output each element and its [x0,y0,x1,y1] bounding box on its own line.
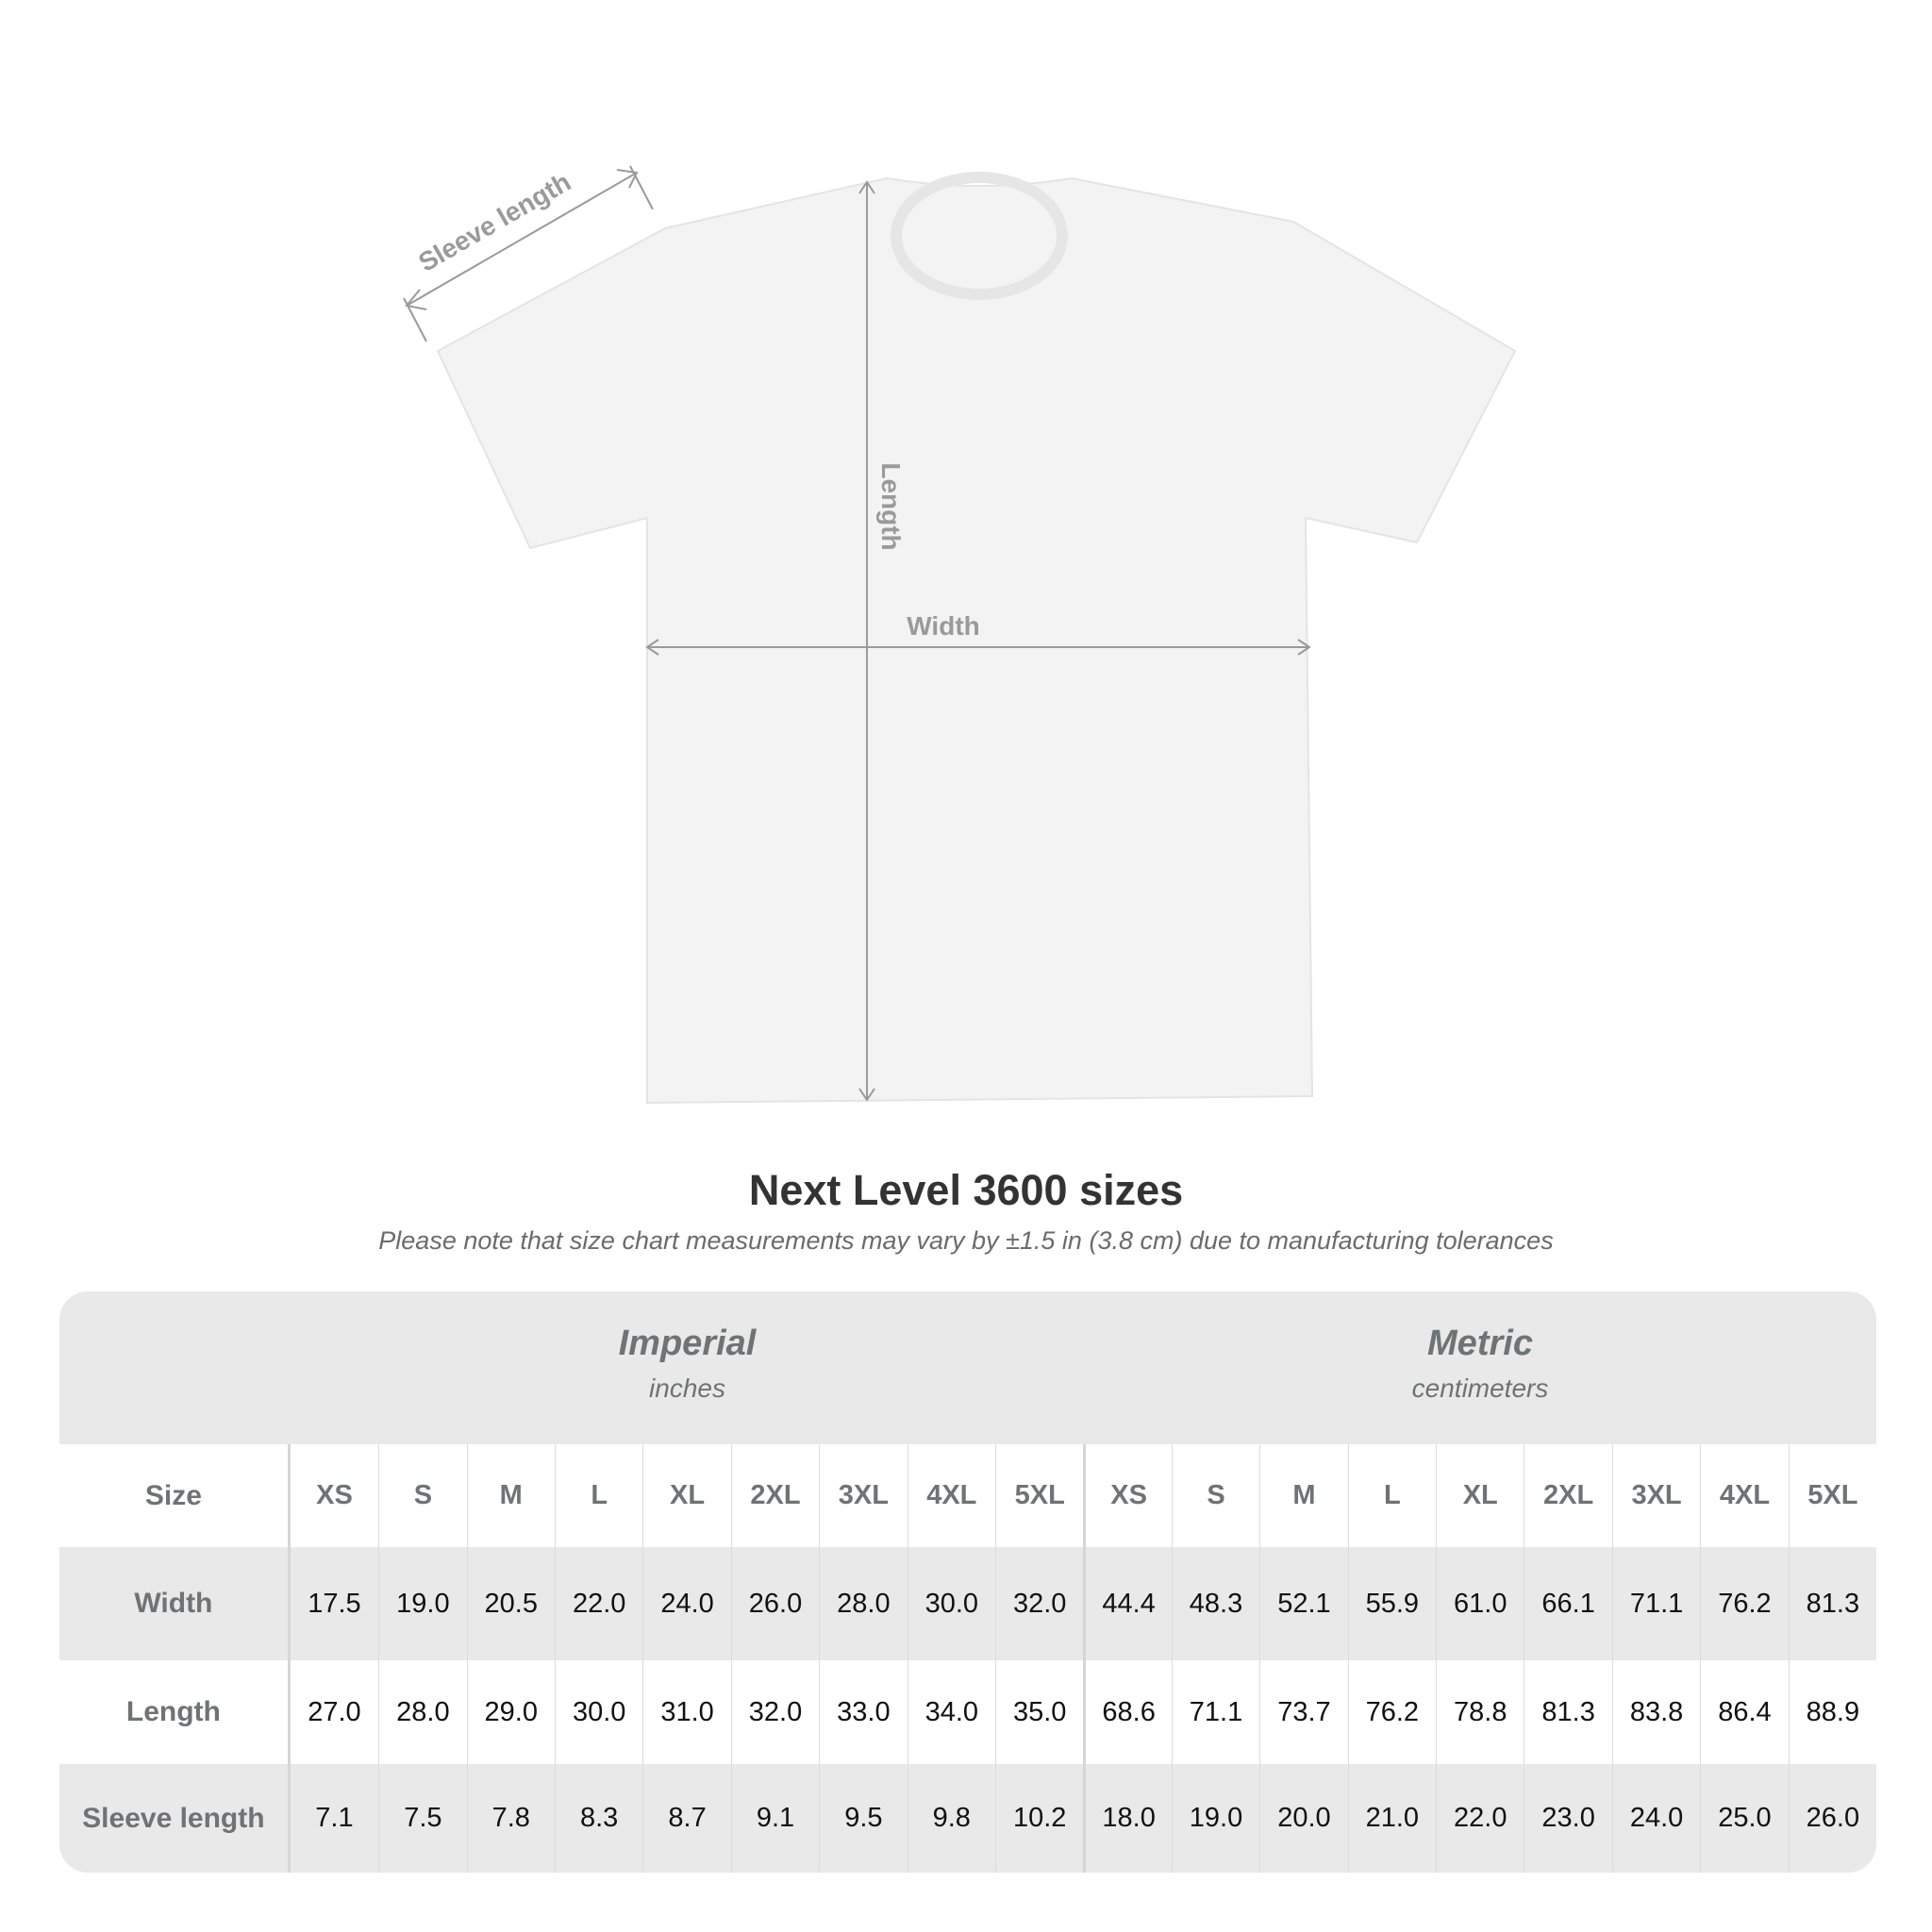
metric-value-cell: 73.7 [1259,1660,1347,1764]
metric-value-cell: 61.0 [1436,1547,1524,1660]
row-label: Sleeve length [59,1764,291,1873]
imperial-value-cell: 7.5 [378,1764,466,1873]
size-header-cell: L [1347,1444,1436,1547]
metric-value-cell: 44.4 [1083,1547,1171,1660]
metric-value-cell: 71.1 [1171,1660,1259,1764]
table-row: Length 27.0 28.0 29.0 30.0 31.0 32.0 33.0 34.0 35… [59,1660,1876,1764]
imperial-value-cell: 28.0 [378,1660,466,1764]
metric-value-cell: 68.6 [1083,1660,1171,1764]
imperial-value-cell: 26.0 [730,1547,819,1660]
imperial-value-cell: 7.1 [315,1803,354,1833]
row-label: Width [59,1547,291,1660]
tshirt-diagram: Sleeve length Length Width [403,165,1517,1105]
imperial-value-cell: 31.0 [642,1660,730,1764]
metric-value-cell: 25.0 [1700,1764,1788,1873]
imperial-unit: inches [649,1374,725,1403]
metric-value-cell: 19.0 [1171,1764,1259,1873]
size-header-cell: L [554,1444,642,1547]
row-label: Length [59,1660,291,1764]
metric-value-cell: 66.1 [1524,1547,1611,1660]
imperial-value-cell: 8.7 [642,1764,730,1873]
metric-value-cell: 24.0 [1611,1764,1700,1873]
size-header-cell: XL [642,1444,730,1547]
row-label: Size [59,1444,291,1547]
imperial-value-cell: 32.0 [995,1547,1083,1660]
metric-value-cell: 78.8 [1436,1660,1524,1764]
metric-value-cell: 81.3 [1788,1547,1876,1660]
unit-header-band [59,1291,1876,1444]
size-header-cell: 4XL [1700,1444,1788,1547]
measure-lines [403,165,1311,1102]
size-header-cell: S [1171,1444,1259,1547]
imperial-title: Imperial [618,1324,757,1363]
tshirt-collar [891,172,1068,300]
length-label: Length [876,462,906,550]
metric-value-cell: 55.9 [1347,1547,1436,1660]
imperial-value-cell: 34.0 [907,1660,995,1764]
size-header-cell: M [466,1444,555,1547]
size-header-cell: XS [1083,1444,1171,1547]
size-header-cell: 3XL [1611,1444,1700,1547]
size-header-cell: M [1259,1444,1347,1547]
size-header-cell: 5XL [1788,1444,1876,1547]
size-header-cell: S [378,1444,466,1547]
size-header-cell: XS [316,1480,353,1510]
width-label: Width [907,611,980,641]
imperial-value-cell: 20.5 [466,1547,555,1660]
metric-value-cell: 71.1 [1611,1547,1700,1660]
metric-value-cell: 83.8 [1611,1660,1700,1764]
size-header-cell: 5XL [995,1444,1083,1547]
metric-value-cell: 76.2 [1347,1660,1436,1764]
metric-header: Metric centimeters [1084,1291,1876,1444]
tolerance-note: Please note that size chart measurements… [378,1226,1554,1255]
imperial-value-cell: 9.1 [730,1764,819,1873]
imperial-value-cell: 9.5 [819,1764,907,1873]
size-header-row: Size XS S M L XL 2XL 3XL 4XL 5XL XS S M L XL 2XL 3XL 4XL 5… [59,1444,1876,1547]
metric-value-cell: 48.3 [1171,1547,1259,1660]
table-row: Width 17.5 19.0 20.5 22.0 24.0 26.0 28.0 30.0 32.… [59,1547,1876,1660]
imperial-value-cell: 8.3 [554,1764,642,1873]
size-header-cell: XL [1436,1444,1524,1547]
imperial-value-cell: 33.0 [819,1660,907,1764]
imperial-value-cell: 24.0 [642,1547,730,1660]
metric-value-cell: 23.0 [1524,1764,1611,1873]
metric-value-cell: 22.0 [1436,1764,1524,1873]
imperial-value-cell: 22.0 [554,1547,642,1660]
metric-title: Metric [1427,1324,1533,1363]
metric-value-cell: 26.0 [1788,1764,1876,1873]
size-table: Imperial inches Metric centimeters Size X… [59,1291,1876,1873]
metric-value-cell: 76.2 [1700,1547,1788,1660]
imperial-value-cell: 9.8 [907,1764,995,1873]
metric-value-cell: 86.4 [1700,1660,1788,1764]
size-header-cell: 2XL [730,1444,819,1547]
imperial-value-cell: 19.0 [378,1547,466,1660]
metric-value-cell: 88.9 [1788,1660,1876,1764]
table-row: Sleeve length 7.1 7.5 7.8 8.3 8.7 9.1 9.5 9.8 10.… [59,1764,1876,1873]
size-header-cell: 3XL [819,1444,907,1547]
size-header-cell: 2XL [1524,1444,1611,1547]
imperial-value-cell: 7.8 [466,1764,555,1873]
tshirt-shape [436,176,1517,1105]
metric-value-cell: 81.3 [1524,1660,1611,1764]
imperial-value-cell: 32.0 [730,1660,819,1764]
page-title: Next Level 3600 sizes [748,1166,1184,1214]
imperial-value-cell: 27.0 [308,1696,361,1727]
imperial-value-cell: 35.0 [995,1660,1083,1764]
metric-value-cell: 52.1 [1259,1547,1347,1660]
imperial-value-cell: 17.5 [308,1588,361,1619]
imperial-value-cell: 29.0 [466,1660,555,1764]
metric-value-cell: 21.0 [1347,1764,1436,1873]
imperial-value-cell: 30.0 [907,1547,995,1660]
imperial-value-cell: 30.0 [554,1660,642,1764]
imperial-header: Imperial inches [291,1291,1084,1444]
imperial-value-cell: 10.2 [995,1764,1083,1873]
metric-unit: centimeters [1411,1374,1549,1403]
imperial-value-cell: 28.0 [819,1547,907,1660]
size-header-cell: 4XL [907,1444,995,1547]
metric-value-cell: 20.0 [1259,1764,1347,1873]
metric-value-cell: 18.0 [1083,1764,1171,1873]
